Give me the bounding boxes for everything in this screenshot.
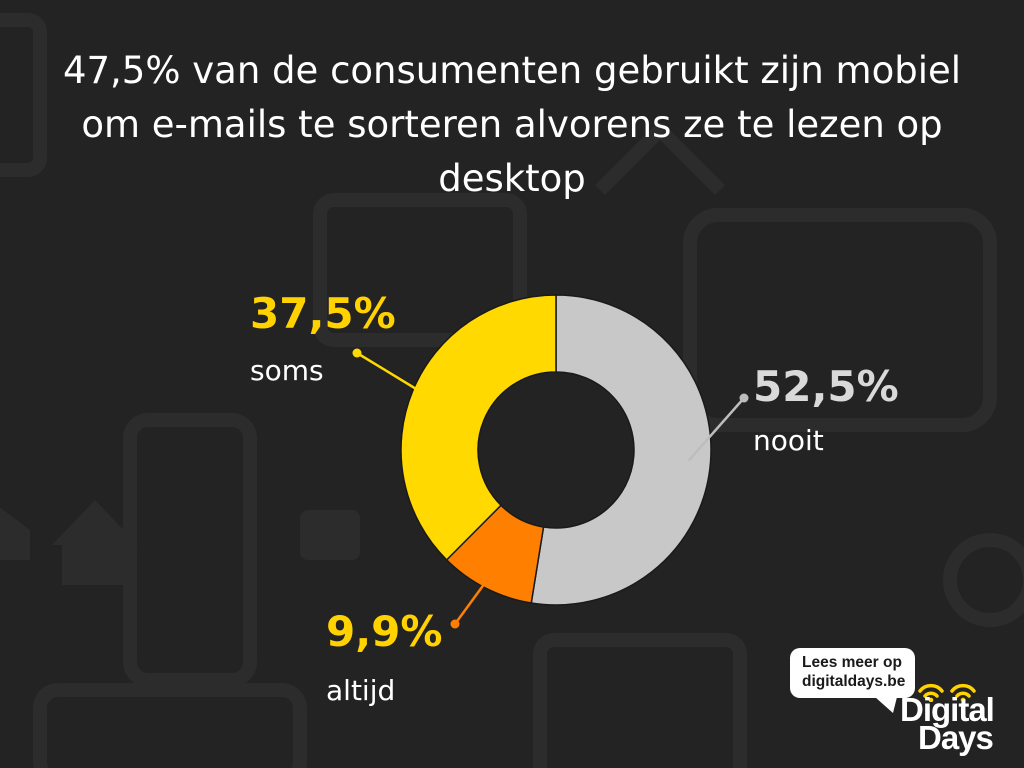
leader-dot-soms <box>352 348 362 358</box>
badge-tail <box>875 697 897 713</box>
slice-category-label-soms: soms <box>250 354 324 387</box>
logo-line-1: Digital <box>900 691 995 728</box>
slice-value-label-soms: 37,5% <box>250 289 396 338</box>
donut-slice-soms <box>400 294 557 561</box>
donut-slice-nooit <box>530 294 712 606</box>
house-icon <box>52 500 138 585</box>
slice-category-label-nooit: nooit <box>753 424 824 457</box>
slice-value-label-nooit: 52,5% <box>753 362 899 411</box>
leader-line-altijd <box>453 567 497 625</box>
leader-line-nooit <box>687 397 745 462</box>
read-more-badge[interactable]: Lees meer op digitaldays.be <box>790 648 915 698</box>
wifi-icon <box>918 683 944 702</box>
leader-line-soms <box>356 351 434 401</box>
slice-category-label-altijd: altijd <box>326 674 396 707</box>
slice-value-label-altijd: 9,9% <box>326 607 443 656</box>
badge-line-2: digitaldays.be <box>802 673 906 690</box>
wifi-icon <box>950 683 976 702</box>
logo-line-2: Days <box>918 719 994 756</box>
leader-dot-altijd <box>450 619 460 629</box>
leader-dot-nooit <box>739 393 749 403</box>
digital-days-logo: Digital Days <box>900 691 995 756</box>
page-title: 47,5% van de consumenten gebruikt zijn m… <box>62 49 962 200</box>
badge-line-1: Lees meer op <box>802 654 902 671</box>
